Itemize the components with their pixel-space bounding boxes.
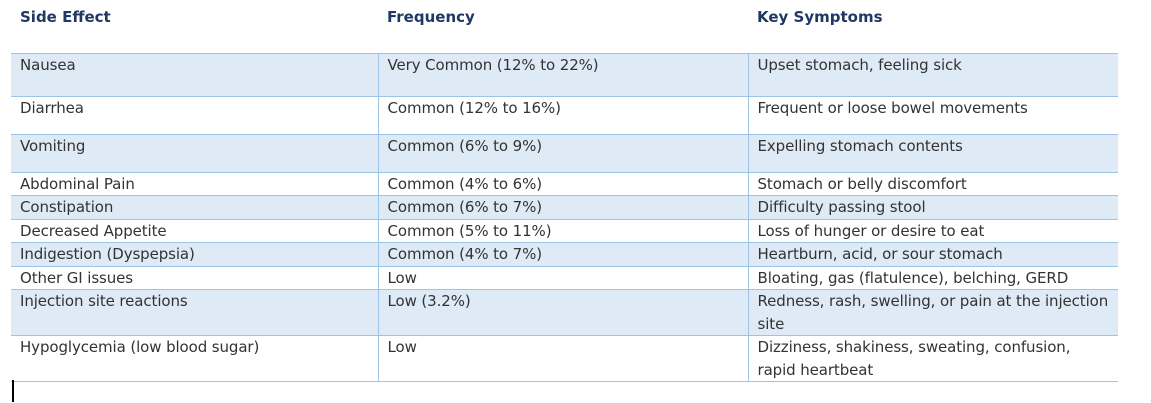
cell-frequency[interactable]: Common (6% to 7%) bbox=[377, 195, 748, 220]
table-row: Decreased Appetite Common (5% to 11%) Lo… bbox=[11, 218, 1118, 243]
cell-symptoms[interactable]: Expelling stomach contents bbox=[747, 133, 1118, 173]
table-row: Indigestion (Dyspepsia) Common (4% to 7%… bbox=[11, 242, 1118, 267]
cell-frequency[interactable]: Common (5% to 11%) bbox=[377, 218, 748, 243]
cell-side-effect[interactable]: Hypoglycemia (low blood sugar) bbox=[11, 335, 378, 382]
cell-symptoms[interactable]: Redness, rash, swelling, or pain at the … bbox=[747, 289, 1118, 336]
cell-side-effect[interactable]: Decreased Appetite bbox=[11, 218, 378, 243]
table-row: Nausea Very Common (12% to 22%) Upset st… bbox=[11, 52, 1118, 97]
cell-symptoms[interactable]: Dizziness, shakiness, sweating, confusio… bbox=[747, 335, 1118, 382]
cell-side-effect[interactable]: Diarrhea bbox=[11, 95, 378, 135]
cell-side-effect[interactable]: Vomiting bbox=[11, 133, 378, 173]
cell-side-effect[interactable]: Other GI issues bbox=[11, 265, 378, 290]
table-row: Vomiting Common (6% to 9%) Expelling sto… bbox=[11, 133, 1118, 173]
cell-side-effect[interactable]: Constipation bbox=[11, 195, 378, 220]
cell-side-effect[interactable]: Indigestion (Dyspepsia) bbox=[11, 242, 378, 267]
cell-symptoms[interactable]: Stomach or belly discomfort bbox=[747, 171, 1118, 196]
cell-symptoms[interactable]: Frequent or loose bowel movements bbox=[747, 95, 1118, 135]
column-header-key-symptoms[interactable]: Key Symptoms bbox=[757, 8, 883, 26]
table-row: Hypoglycemia (low blood sugar) Low Dizzi… bbox=[11, 335, 1118, 382]
cell-side-effect[interactable]: Nausea bbox=[11, 52, 378, 97]
text-caret bbox=[12, 380, 14, 402]
cell-frequency[interactable]: Very Common (12% to 22%) bbox=[377, 52, 748, 97]
cell-frequency[interactable]: Low bbox=[377, 265, 748, 290]
table-header-row: Side Effect Frequency Key Symptoms bbox=[11, 0, 1118, 53]
cell-frequency[interactable]: Common (4% to 6%) bbox=[377, 171, 748, 196]
cell-side-effect[interactable]: Abdominal Pain bbox=[11, 171, 378, 196]
cell-frequency[interactable]: Low bbox=[377, 335, 748, 382]
cell-symptoms[interactable]: Upset stomach, feeling sick bbox=[747, 52, 1118, 97]
table-row: Other GI issues Low Bloating, gas (flatu… bbox=[11, 265, 1118, 290]
column-header-side-effect[interactable]: Side Effect bbox=[20, 8, 111, 26]
cell-symptoms[interactable]: Bloating, gas (flatulence), belching, GE… bbox=[747, 265, 1118, 290]
side-effects-table: Side Effect Frequency Key Symptoms Nause… bbox=[11, 0, 1118, 382]
table-row: Constipation Common (6% to 7%) Difficult… bbox=[11, 195, 1118, 220]
cell-symptoms[interactable]: Difficulty passing stool bbox=[747, 195, 1118, 220]
table-row: Diarrhea Common (12% to 16%) Frequent or… bbox=[11, 95, 1118, 135]
cell-side-effect[interactable]: Injection site reactions bbox=[11, 289, 378, 336]
column-header-frequency[interactable]: Frequency bbox=[387, 8, 475, 26]
cell-frequency[interactable]: Common (6% to 9%) bbox=[377, 133, 748, 173]
table-row: Injection site reactions Low (3.2%) Redn… bbox=[11, 289, 1118, 336]
cell-symptoms[interactable]: Loss of hunger or desire to eat bbox=[747, 218, 1118, 243]
cell-frequency[interactable]: Low (3.2%) bbox=[377, 289, 748, 336]
table-row: Abdominal Pain Common (4% to 6%) Stomach… bbox=[11, 171, 1118, 196]
cell-frequency[interactable]: Common (12% to 16%) bbox=[377, 95, 748, 135]
cell-symptoms[interactable]: Heartburn, acid, or sour stomach bbox=[747, 242, 1118, 267]
cell-frequency[interactable]: Common (4% to 7%) bbox=[377, 242, 748, 267]
